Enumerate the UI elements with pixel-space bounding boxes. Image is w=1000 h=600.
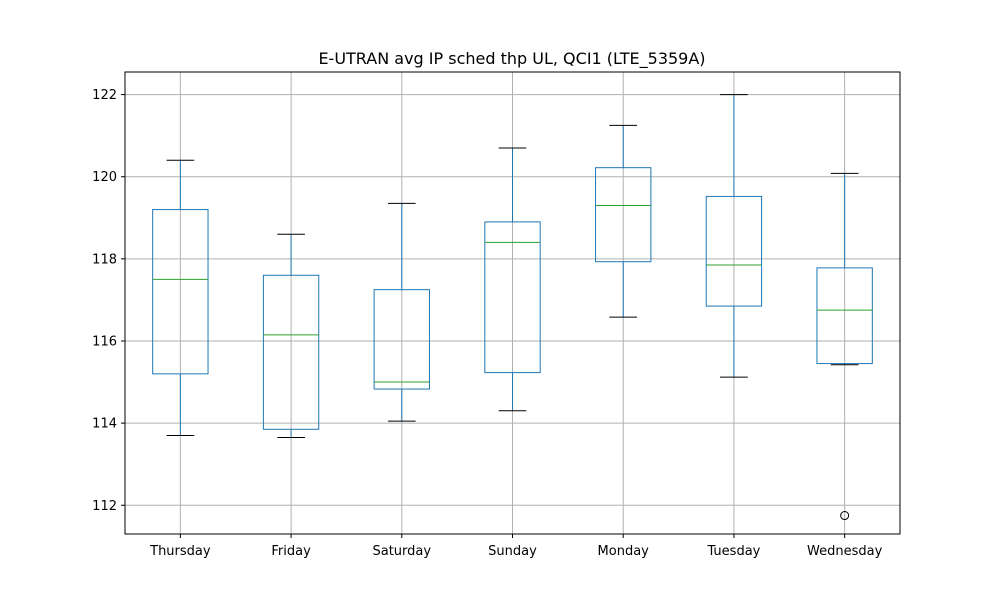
outlier-wednesday <box>840 511 850 521</box>
x-tick-label: Tuesday <box>706 544 760 559</box>
tick-labels-layer: 112 114 116 118 120 122 Thursday Friday Saturday… <box>92 88 882 559</box>
plot-frame <box>124 71 901 535</box>
x-tick-label: Monday <box>598 544 650 559</box>
y-tick-label: 120 <box>92 170 117 185</box>
y-tick-label: 114 <box>92 417 117 432</box>
chart-title: E-UTRAN avg IP sched thp UL, QCI1 (LTE_5… <box>318 49 705 69</box>
y-tick-label: 116 <box>92 334 117 349</box>
box-thursday <box>152 209 209 375</box>
axes-layer <box>121 71 901 538</box>
x-tick-label: Friday <box>271 544 311 559</box>
x-tick-label: Thursday <box>149 544 211 559</box>
x-tick-label: Saturday <box>372 544 431 559</box>
box-saturday <box>373 289 430 390</box>
box-sunday <box>484 221 541 374</box>
box-wednesday <box>816 267 873 365</box>
box-tuesday <box>705 195 763 307</box>
x-tick-label: Sunday <box>488 544 537 559</box>
y-tick-label: 112 <box>92 499 117 514</box>
box-monday <box>595 167 652 263</box>
y-tick-label: 118 <box>92 252 117 267</box>
x-tick-label: Wednesday <box>807 544 883 559</box>
y-tick-label: 122 <box>92 88 117 103</box>
boxes-layer <box>152 94 873 521</box>
box-friday <box>262 274 320 430</box>
grid-layer <box>125 72 900 534</box>
